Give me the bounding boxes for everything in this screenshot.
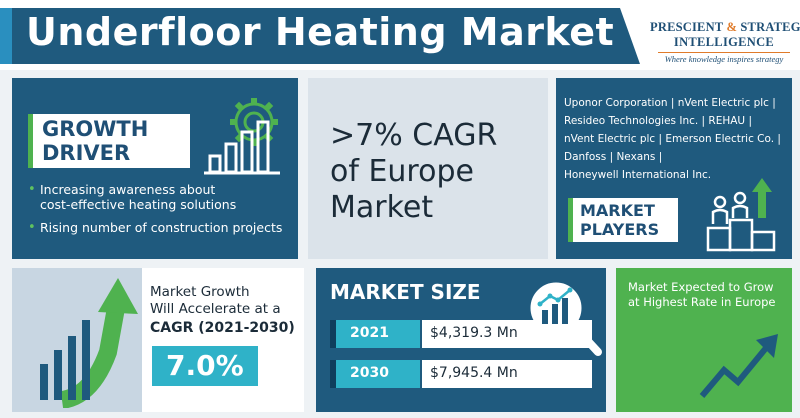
company-logo: PRESCIENT & STRATEGIC INTELLIGENCE Where… [650,20,800,64]
bullet-1-line-2: cost-effective heating solutions [40,197,237,212]
players-line-5: Honeywell International Inc. [564,169,712,181]
players-line-3: nVent Electric plc | Emerson Electric Co… [564,133,781,145]
cagr-europe-panel: >7% CAGR of Europe Market [308,78,548,259]
market-players-label-line1: MARKET [580,201,655,220]
market-size-year-2030: 2030 [330,360,420,388]
cagr-europe-line-3: Market [330,190,434,225]
expected-growth-text: Market Expected to Grow at Highest Rate … [628,280,776,309]
growth-driver-label: GROWTH DRIVER [28,114,190,168]
growth-driver-panel: GROWTH DRIVER Increasing awareness about… [12,78,298,259]
market-size-title: MARKET SIZE [330,280,481,304]
logo-tagline: Where knowledge inspires strategy [664,54,784,64]
bullet-2-line-1: Rising number of construction projects [40,220,283,235]
market-players-label-line2: PLAYERS [580,220,660,239]
year-2030-label: 2030 [350,365,389,381]
growth-driver-label-line1: GROWTH [42,117,149,141]
logo-line-1: PRESCIENT & STRATEGIC [650,20,800,34]
trend-arrow-icon [699,334,778,398]
market-growth-panel: Market Growth Will Accelerate at a CAGR … [12,268,304,412]
growth-driver-bullet-2: Rising number of construction projects [28,220,282,235]
year-2021-label: 2021 [350,325,389,341]
bullet-1-line-1: Increasing awareness about [40,182,216,197]
cagr-europe-line-1: >7% CAGR [330,118,498,153]
market-size-panel: MARKET SIZE 2021 $4,319.3 Mn 2030 $7,945… [316,268,606,412]
magnifier-chart-icon [530,282,602,356]
market-growth-line-1: Market Growth [150,284,250,300]
logo-line-2: INTELLIGENCE [673,35,775,49]
players-line-1: Uponor Corporation | nVent Electric plc … [564,97,776,109]
logo-divider [658,52,790,53]
title-banner [0,8,640,64]
growth-driver-bullet-1: Increasing awareness about cost-effectiv… [28,182,236,212]
players-line-2: Resideo Technologies Inc. | REHAU | [564,115,752,127]
players-line-4: Danfoss | Nexans | [564,151,663,163]
market-size-year-2021: 2021 [330,320,420,348]
market-growth-line-2: Will Accelerate at a [150,301,281,317]
rising-bars-arrow-icon [40,278,138,408]
cagr-europe-line-2: of Europe [330,154,474,189]
market-players-label: MARKET PLAYERS [568,198,678,242]
market-growth-value: 7.0% [166,349,244,382]
market-growth-value-box: 7.0% [152,346,258,386]
market-growth-line-3: CAGR (2021-2030) [150,320,295,336]
page-title: Underfloor Heating Market [26,10,615,54]
podium-people-icon [706,178,776,252]
market-players-panel: Uponor Corporation | nVent Electric plc … [556,78,792,259]
gear-chart-icon [204,98,280,175]
expected-growth-panel: Market Expected to Grow at Highest Rate … [616,268,792,412]
growth-driver-label-line2: DRIVER [42,141,131,165]
market-players-list: Uponor Corporation | nVent Electric plc … [564,94,788,184]
market-size-amount-2030: $7,945.4 Mn [422,360,592,388]
